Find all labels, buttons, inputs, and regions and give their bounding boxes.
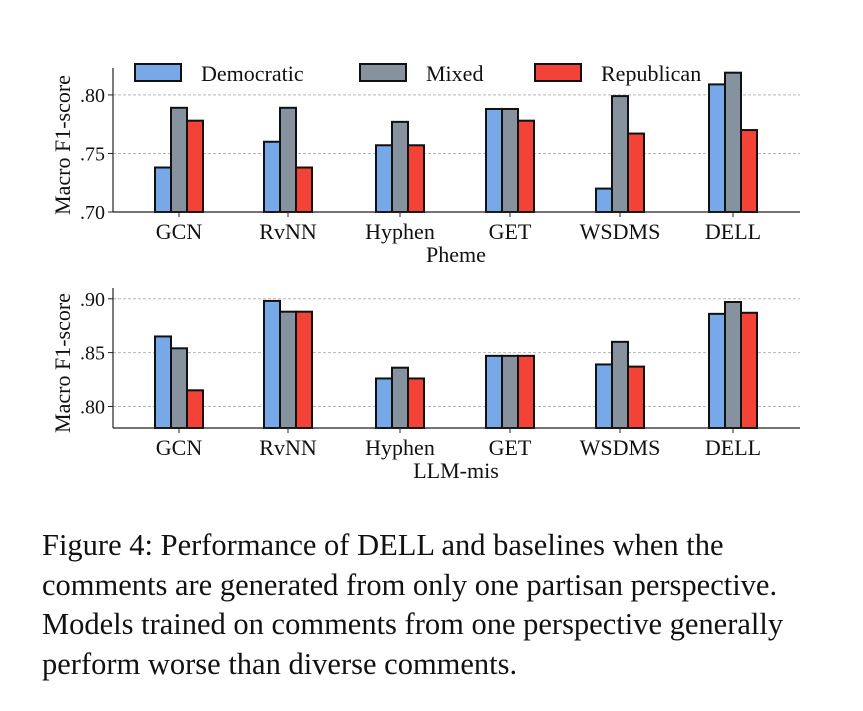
bar-democratic-hyphen bbox=[375, 377, 393, 430]
bar-republican-hyphen bbox=[407, 377, 425, 430]
legend-swatch-democratic bbox=[134, 63, 182, 82]
x-tick-label: GET bbox=[489, 219, 532, 244]
y-tick-label: .85 bbox=[80, 343, 105, 365]
bar-democratic-wsdms bbox=[595, 187, 613, 214]
bar-democratic-get bbox=[485, 354, 503, 430]
bar-mixed-wsdms bbox=[611, 95, 629, 213]
bar-republican-gcn bbox=[186, 389, 204, 429]
y-tick-label: .80 bbox=[80, 85, 105, 107]
bar-mixed-wsdms bbox=[611, 340, 629, 430]
bar-republican-get bbox=[517, 119, 535, 213]
legend-label-democratic: Democratic bbox=[201, 61, 304, 86]
x-tick-label: RvNN bbox=[259, 219, 317, 244]
bar-mixed-get bbox=[501, 354, 519, 430]
bar-mixed-rvnn bbox=[279, 310, 297, 430]
bar-mixed-gcn bbox=[170, 106, 188, 213]
y-axis-label: Macro F1-score bbox=[50, 75, 75, 215]
bar-republican-rvnn bbox=[295, 310, 313, 430]
legend-swatch-mixed bbox=[359, 63, 407, 82]
bar-republican-rvnn bbox=[295, 166, 313, 213]
x-tick-label: Hyphen bbox=[365, 435, 435, 460]
bar-democratic-rvnn bbox=[263, 299, 281, 429]
x-tick-label: GCN bbox=[156, 435, 203, 460]
legend-swatch-republican bbox=[534, 63, 582, 82]
bar-democratic-wsdms bbox=[595, 363, 613, 430]
y-tick-label: .90 bbox=[80, 289, 105, 311]
x-tick-label: GET bbox=[489, 435, 532, 460]
figure-caption: Figure 4: Performance of DELL and baseli… bbox=[42, 528, 784, 681]
bar-democratic-dell bbox=[708, 83, 726, 213]
legend-label-mixed: Mixed bbox=[426, 61, 483, 86]
figure-charts: .70 .75 .80 GCN RvNN Hyphen GET WSDMS DELL Pheme M… bbox=[50, 61, 800, 483]
y-tick-label: .75 bbox=[80, 143, 105, 165]
x-tick-label: GCN bbox=[156, 219, 203, 244]
bar-republican-dell bbox=[740, 311, 758, 429]
x-tick-label: Hyphen bbox=[365, 219, 435, 244]
bar-mixed-rvnn bbox=[279, 106, 297, 213]
bar-democratic-dell bbox=[708, 312, 726, 430]
bar-republican-wsdms bbox=[627, 132, 645, 213]
x-axis-label: Pheme bbox=[426, 242, 486, 267]
bar-democratic-hyphen bbox=[375, 144, 393, 213]
x-axis-label: LLM-mis bbox=[413, 458, 499, 483]
bar-democratic-get bbox=[485, 107, 503, 213]
bar-democratic-gcn bbox=[154, 335, 172, 430]
bar-republican-hyphen bbox=[407, 144, 425, 213]
bar-democratic-gcn bbox=[154, 166, 172, 213]
x-tick-label: WSDMS bbox=[580, 219, 661, 244]
bar-republican-dell bbox=[740, 129, 758, 213]
bar-mixed-dell bbox=[724, 71, 742, 214]
y-tick-label: .70 bbox=[80, 202, 105, 224]
legend-label-republican: Republican bbox=[601, 61, 701, 86]
bar-mixed-hyphen bbox=[391, 120, 409, 213]
bar-democratic-rvnn bbox=[263, 140, 281, 214]
bar-republican-gcn bbox=[186, 119, 204, 213]
bar-mixed-hyphen bbox=[391, 366, 409, 430]
x-tick-label: RvNN bbox=[259, 435, 317, 460]
x-tick-label: DELL bbox=[705, 219, 761, 244]
bar-republican-wsdms bbox=[627, 365, 645, 430]
x-tick-label: WSDMS bbox=[580, 435, 661, 460]
bar-mixed-dell bbox=[724, 301, 742, 429]
y-axis-label: Macro F1-score bbox=[50, 293, 75, 433]
bar-republican-get bbox=[517, 354, 535, 430]
y-tick-label: .80 bbox=[80, 396, 105, 418]
bar-mixed-get bbox=[501, 107, 519, 213]
bar-mixed-gcn bbox=[170, 347, 188, 429]
x-tick-label: DELL bbox=[705, 435, 761, 460]
